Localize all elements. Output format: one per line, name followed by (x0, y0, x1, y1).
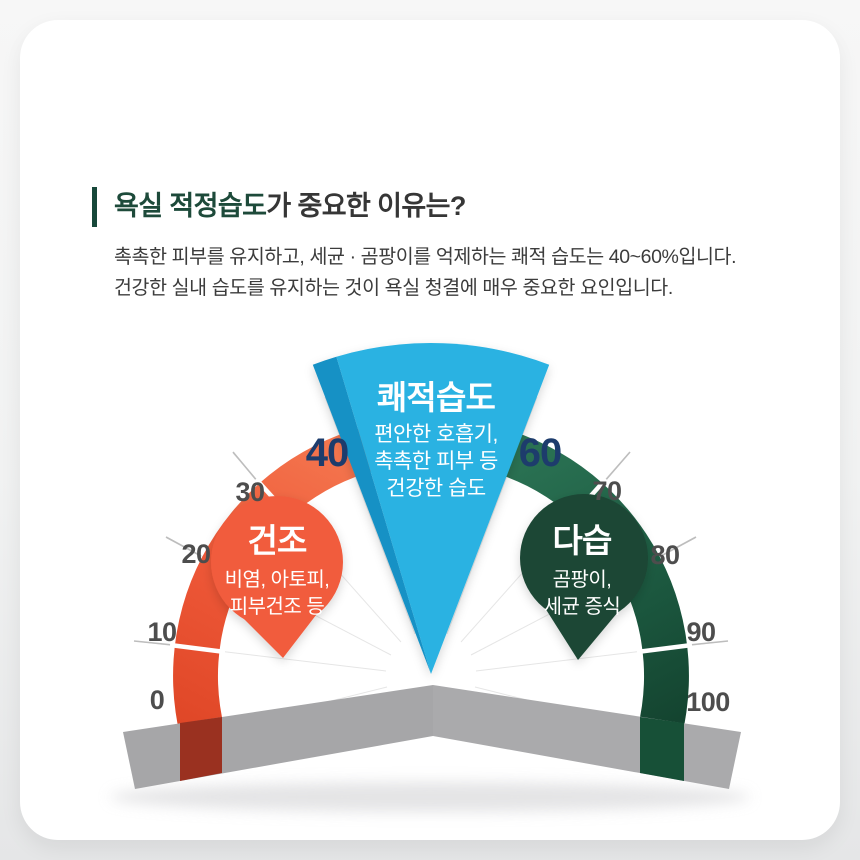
comfort-desc-2: 촉촉한 피부 등 (374, 450, 498, 473)
comfort-label: 쾌적습도 (377, 379, 496, 416)
humid-desc-2: 세균 증식 (544, 595, 621, 618)
header: 욕실 적정습도가 중요한 이유는? 촉촉한 피부를 유지하고, 세균 · 곰팡이… (92, 184, 772, 304)
tick-100: 100 (686, 687, 730, 717)
intro-line-2: 건강한 실내 습도를 유지하는 것이 욕실 청결에 매우 중요한 요인입니다. (114, 277, 673, 299)
gauge-outer-ticks (133, 451, 729, 646)
intro-paragraph: 촉촉한 피부를 유지하고, 세균 · 곰팡이를 억제하는 쾌적 습도는 40~6… (114, 242, 772, 304)
humid-desc-1: 곰팡이, (553, 568, 612, 591)
tick-30: 30 (235, 477, 264, 507)
tick-70: 70 (592, 476, 621, 506)
platform-face-left (123, 685, 433, 789)
humid-label: 다습 (552, 522, 612, 559)
humid-pin (520, 494, 648, 660)
comfort-wedge-front (336, 342, 550, 674)
tick-90: 90 (686, 617, 715, 647)
intro-line-1: 촉촉한 피부를 유지하고, 세균 · 곰팡이를 억제하는 쾌적 습도는 40~6… (114, 246, 737, 268)
comfort-desc-3: 건강한 습도 (386, 477, 486, 500)
tick-80: 80 (650, 540, 679, 570)
dry-pin-labels: 건조 비염, 아토피, 피부건조 등 (225, 522, 330, 618)
page-title: 욕실 적정습도가 중요한 이유는? (114, 184, 772, 228)
platform-ground-shadow (110, 782, 750, 812)
comfort-wedge-labels: 쾌적습도 편안한 호흡기, 촉촉한 피부 등 건강한 습도 (374, 379, 498, 500)
gauge-tick-labels: 0 10 20 30 40 60 70 80 90 100 (147, 431, 730, 717)
dry-label: 건조 (247, 522, 307, 559)
page-title-accent: 욕실 적정습도 (114, 191, 267, 221)
page-title-rest: 가 중요한 이유는? (266, 191, 466, 221)
comfort-wedge (312, 342, 550, 674)
humid-arc-face-band (640, 717, 684, 781)
tick-60: 60 (519, 431, 562, 475)
tick-40: 40 (306, 431, 349, 475)
tick-20: 20 (181, 539, 210, 569)
dry-desc-2: 피부건조 등 (230, 595, 325, 618)
dry-arc-face-band (180, 717, 222, 781)
comfort-desc-1: 편안한 호흡기, (374, 423, 498, 446)
dry-desc-1: 비염, 아토피, (225, 568, 330, 591)
humid-pin-labels: 다습 곰팡이, 세균 증식 (544, 522, 621, 618)
tick-10: 10 (147, 617, 176, 647)
comfort-wedge-side-face (312, 356, 431, 674)
dry-pin (211, 496, 343, 658)
tick-0: 0 (150, 685, 165, 715)
title-accent-bar (92, 187, 97, 227)
